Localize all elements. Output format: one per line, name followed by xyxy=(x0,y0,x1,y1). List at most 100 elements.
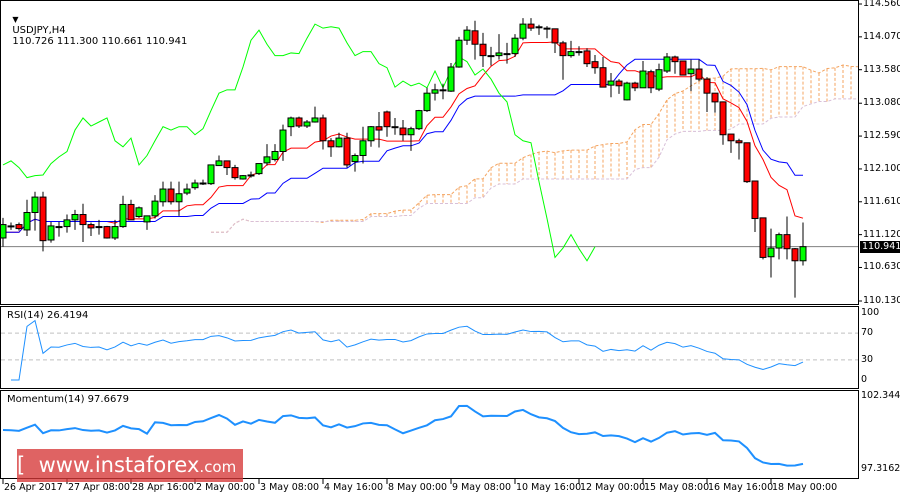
bull-candle xyxy=(255,163,263,175)
bull-candle xyxy=(687,68,695,75)
bear-candle xyxy=(647,71,655,89)
bull-candle xyxy=(303,121,311,127)
bull-candle xyxy=(351,155,359,163)
time-tick-label: 16 May 16:00 xyxy=(708,482,774,493)
bear-candle xyxy=(127,203,135,221)
bear-candle xyxy=(87,224,95,229)
bear-candle xyxy=(583,50,591,65)
time-tick-label: 28 Apr 16:00 xyxy=(132,482,194,493)
bear-candle xyxy=(15,224,23,230)
bull-candle xyxy=(279,129,287,152)
rsi-panel-frame xyxy=(0,306,859,389)
bear-candle xyxy=(343,137,351,166)
main-plot xyxy=(1,18,858,298)
time-tick-label: 15 May 08:00 xyxy=(644,482,710,493)
bull-candle xyxy=(447,66,455,92)
bull-candle xyxy=(111,226,119,239)
time-tick-label: 12 May 00:00 xyxy=(580,482,646,493)
senkou-span-a xyxy=(211,64,858,233)
bull-candle xyxy=(207,164,215,185)
bear-candle xyxy=(695,68,703,80)
bull-candle xyxy=(495,52,503,57)
bull-candle xyxy=(519,23,527,39)
bear-candle xyxy=(783,234,791,250)
bear-candle xyxy=(295,117,303,127)
bear-candle xyxy=(727,133,735,142)
bull-candle xyxy=(431,89,439,94)
bull-candle xyxy=(135,207,143,218)
chart-header: ▼ USDJPY,H4 110.726 111.300 110.661 110.… xyxy=(6,3,187,47)
bear-candle xyxy=(471,30,479,45)
time-tick-label: 18 May 00:00 xyxy=(772,482,838,493)
bull-candle xyxy=(567,51,575,57)
rsi-line xyxy=(11,319,804,381)
bull-candle xyxy=(799,246,807,262)
bear-candle xyxy=(703,78,711,94)
bull-candle xyxy=(191,182,199,189)
bull-candle xyxy=(535,26,543,29)
bull-candle xyxy=(151,200,159,217)
bear-candle xyxy=(39,196,47,242)
bear-candle xyxy=(719,101,727,136)
bull-candle xyxy=(263,156,271,164)
bull-candle xyxy=(239,175,247,180)
bull-candle xyxy=(391,126,399,129)
bear-candle xyxy=(751,180,759,220)
bear-candle xyxy=(527,23,535,29)
bull-candle xyxy=(511,37,519,55)
bear-candle xyxy=(375,126,383,131)
bull-candle xyxy=(487,55,495,58)
bear-candle xyxy=(591,61,599,69)
bull-candle xyxy=(183,188,191,194)
bull-candle xyxy=(199,182,207,185)
bear-candle xyxy=(711,92,719,103)
bull-candle xyxy=(311,117,319,123)
price-tick-label: 113.580 xyxy=(863,63,900,75)
bull-candle xyxy=(663,56,671,72)
triangle-down-icon[interactable]: ▼ xyxy=(12,15,19,24)
bull-candle xyxy=(215,160,223,167)
bull-candle xyxy=(503,53,511,56)
bull-candle xyxy=(455,39,463,68)
bull-candle xyxy=(623,82,631,101)
bear-candle xyxy=(559,42,567,57)
bull-candle xyxy=(119,203,127,228)
chikou-span-line xyxy=(2,23,596,262)
bear-candle xyxy=(743,142,751,183)
bull-candle xyxy=(175,193,183,203)
watermark-logo: [ www.instaforex.com ] xyxy=(17,449,251,482)
bear-candle xyxy=(615,80,623,87)
rsi-tick-label: 70 xyxy=(861,327,874,339)
bear-candle xyxy=(327,140,335,148)
bull-candle xyxy=(415,110,423,130)
bull-candle xyxy=(1,224,7,239)
bear-candle xyxy=(103,226,111,239)
bull-candle xyxy=(143,215,151,223)
bull-candle xyxy=(543,27,551,30)
bull-candle xyxy=(439,89,447,92)
bull-candle xyxy=(95,226,103,229)
bull-candle xyxy=(463,29,471,41)
rsi-tick-label: 30 xyxy=(861,353,874,365)
bull-candle xyxy=(71,214,79,221)
bull-candle xyxy=(575,51,583,54)
bull-candle xyxy=(287,117,295,128)
time-tick-label: 4 May 16:00 xyxy=(324,482,384,493)
bear-candle xyxy=(231,167,239,179)
time-tick-label: 3 May 08:00 xyxy=(260,482,320,493)
bull-candle xyxy=(367,126,375,142)
bull-candle xyxy=(767,247,775,258)
current-price-tag: 110.941 xyxy=(860,241,900,253)
tenkan-sen-line xyxy=(3,41,804,233)
main-panel-frame xyxy=(0,0,859,305)
momentum-panel-frame xyxy=(0,390,859,479)
price-tick-label: 114.560 xyxy=(863,0,900,9)
momentum-label: Momentum(14) 97.6679 xyxy=(7,394,130,405)
time-tick-label: 10 May 16:00 xyxy=(516,482,582,493)
bear-candle xyxy=(599,67,607,88)
bear-candle xyxy=(679,60,687,76)
bull-candle xyxy=(7,225,15,228)
bear-candle xyxy=(319,117,327,142)
bull-candle xyxy=(639,70,647,89)
